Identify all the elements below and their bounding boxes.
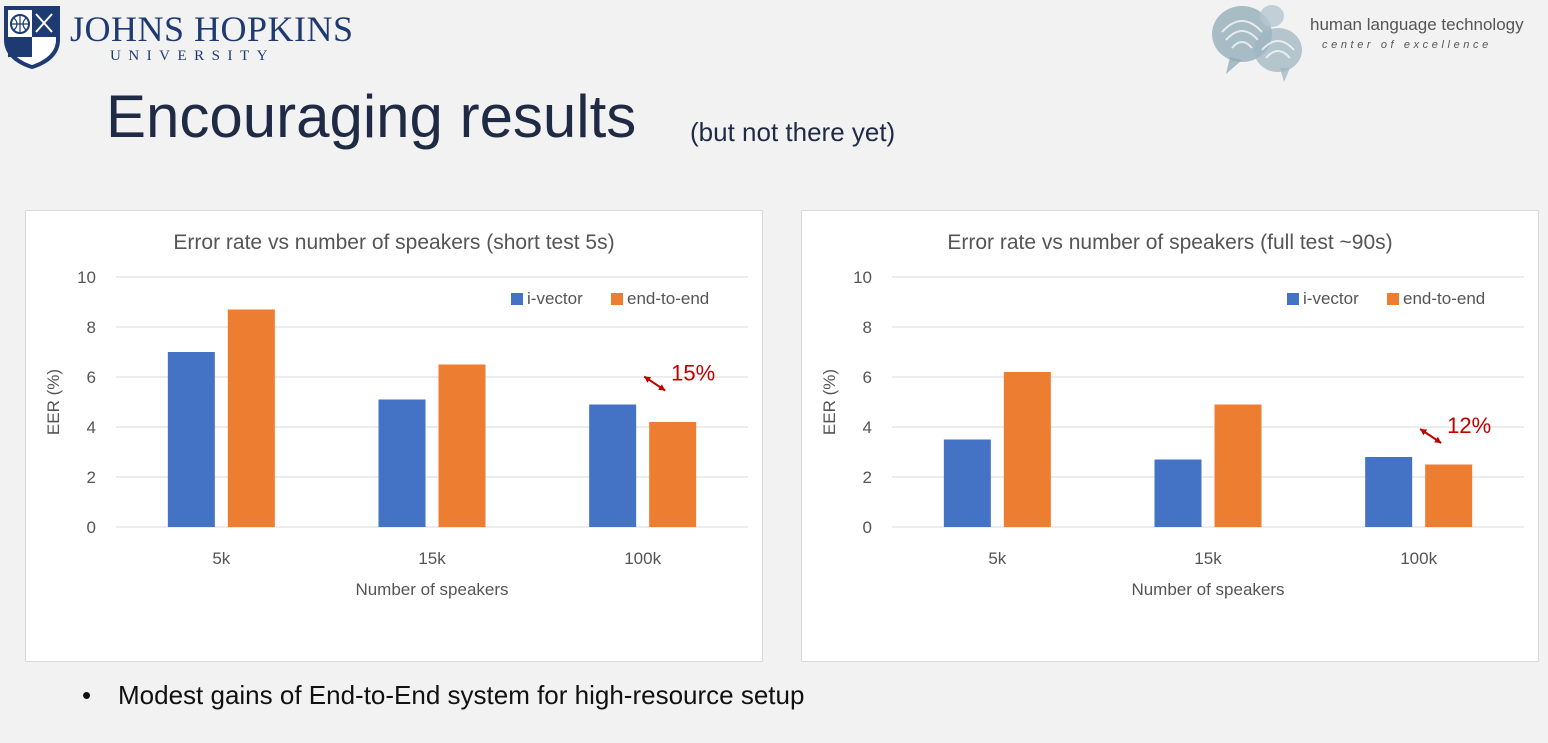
bar-end-to-end-5k	[1003, 372, 1051, 527]
y-tick-label: 4	[863, 418, 872, 437]
y-tick-label: 6	[87, 368, 96, 387]
bar-i-vector-15k	[378, 399, 426, 527]
annotation-label: 12%	[1447, 413, 1491, 438]
slide-subtitle: (but not there yet)	[690, 117, 896, 147]
legend-swatch-i-vector	[511, 293, 523, 305]
bar-i-vector-100k	[589, 404, 637, 527]
bar-i-vector-100k	[1365, 457, 1413, 527]
slide-title: Encouraging results	[106, 83, 637, 150]
x-axis-label: Number of speakers	[1131, 580, 1284, 599]
x-tick-label: 5k	[988, 549, 1006, 568]
y-tick-label: 8	[87, 318, 96, 337]
bar-end-to-end-100k	[649, 422, 697, 527]
x-tick-label: 100k	[1400, 549, 1437, 568]
bullet-text: Modest gains of End-to-End system for hi…	[118, 680, 805, 710]
legend-label-end-to-end: end-to-end	[1403, 289, 1485, 308]
university-name: JOHNS HOPKINS	[70, 9, 354, 49]
y-tick-label: 0	[863, 518, 872, 537]
chart-panel-full-test: Error rate vs number of speakers (full t…	[801, 210, 1539, 662]
y-tick-label: 0	[87, 518, 96, 537]
chart-title: Error rate vs number of speakers (full t…	[947, 231, 1392, 254]
y-axis-label: EER (%)	[820, 369, 839, 435]
slide-header: JOHNS HOPKINS UNIVERSITY human language …	[0, 0, 1548, 90]
bar-end-to-end-15k	[1214, 404, 1262, 527]
y-tick-label: 8	[863, 318, 872, 337]
bar-i-vector-5k	[167, 352, 215, 527]
y-tick-label: 10	[853, 268, 872, 287]
bar-i-vector-15k	[1154, 459, 1202, 527]
y-tick-label: 10	[77, 268, 96, 287]
speech-bubbles-logo-icon	[1212, 5, 1302, 82]
y-tick-label: 2	[87, 468, 96, 487]
bar-end-to-end-100k	[1425, 464, 1473, 527]
chart-title: Error rate vs number of speakers (short …	[173, 231, 614, 254]
eer-chart-full-test: Error rate vs number of speakers (full t…	[820, 231, 1524, 599]
annotation-arrow-icon	[1419, 428, 1442, 444]
legend-swatch-end-to-end	[1387, 293, 1399, 305]
eer-chart-short-test: Error rate vs number of speakers (short …	[44, 231, 748, 599]
y-tick-label: 6	[863, 368, 872, 387]
x-tick-label: 100k	[624, 549, 661, 568]
x-tick-label: 15k	[418, 549, 446, 568]
university-subtitle: UNIVERSITY	[110, 48, 275, 64]
y-tick-label: 4	[87, 418, 96, 437]
jhu-shield-icon	[4, 6, 60, 69]
legend-swatch-end-to-end	[611, 293, 623, 305]
y-tick-label: 2	[863, 468, 872, 487]
x-tick-label: 5k	[212, 549, 230, 568]
bar-i-vector-5k	[943, 439, 991, 527]
bullet-marker: •	[82, 680, 92, 710]
legend-swatch-i-vector	[1287, 293, 1299, 305]
bar-end-to-end-15k	[438, 364, 486, 527]
y-axis-label: EER (%)	[44, 369, 63, 435]
annotation-arrow-icon	[643, 375, 666, 392]
bar-end-to-end-5k	[227, 309, 275, 527]
legend-label-i-vector: i-vector	[527, 289, 583, 308]
chart-panel-short-test: Error rate vs number of speakers (short …	[25, 210, 763, 662]
annotation-label: 15%	[671, 361, 715, 386]
x-tick-label: 15k	[1194, 549, 1222, 568]
x-axis-label: Number of speakers	[355, 580, 508, 599]
hlt-subtitle: center of excellence	[1322, 39, 1492, 51]
legend-label-end-to-end: end-to-end	[627, 289, 709, 308]
hlt-name: human language technology	[1310, 15, 1524, 34]
legend-label-i-vector: i-vector	[1303, 289, 1359, 308]
